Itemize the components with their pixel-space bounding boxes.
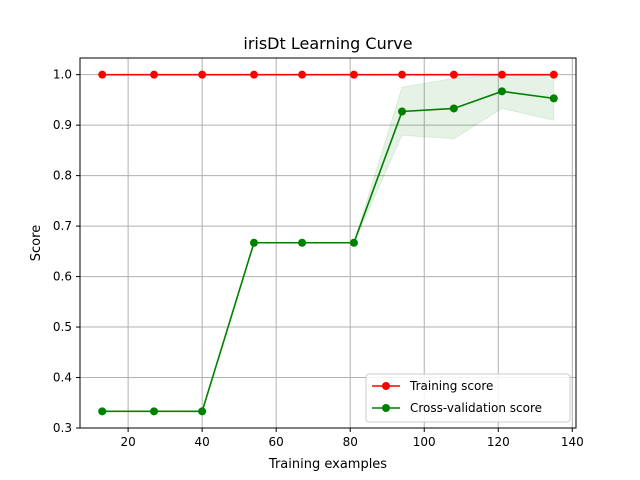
x-tick-label: 120 — [487, 435, 510, 449]
data-point — [298, 238, 307, 247]
y-tick-label: 0.7 — [53, 219, 72, 233]
data-point — [398, 70, 407, 79]
data-point — [198, 407, 207, 416]
data-point — [98, 70, 107, 79]
data-point — [549, 94, 558, 103]
y-tick-label: 0.9 — [53, 118, 72, 132]
legend-box — [365, 373, 571, 423]
y-tick-label: 0.5 — [53, 320, 72, 334]
y-tick-label: 1.0 — [53, 68, 72, 82]
legend-label: Cross-validation score — [410, 401, 542, 415]
y-tick-label: 0.6 — [53, 270, 72, 284]
legend: Training score Cross-validation score — [365, 373, 571, 423]
data-point — [349, 70, 358, 79]
data-point — [349, 238, 358, 247]
y-axis-label: Score — [29, 225, 44, 261]
y-tick-label: 0.3 — [53, 421, 72, 435]
chart-title: irisDt Learning Curve — [243, 34, 412, 53]
data-point — [449, 70, 458, 79]
data-point — [98, 407, 107, 416]
legend-marker — [382, 404, 390, 412]
data-point — [249, 238, 258, 247]
data-point — [497, 87, 506, 96]
plot-frame — [79, 57, 577, 429]
x-tick-label: 140 — [561, 435, 584, 449]
legend-label: Training score — [409, 379, 493, 393]
series-line — [102, 90, 554, 413]
series-lines — [98, 70, 558, 416]
y-tick-label: 0.8 — [53, 169, 72, 183]
data-point — [150, 407, 159, 416]
y-tick-label: 0.4 — [53, 371, 72, 385]
data-point — [198, 70, 207, 79]
x-tick-label: 40 — [195, 435, 210, 449]
x-tick-label: 80 — [343, 435, 358, 449]
axis-ticks: 20 40 60 80 100 120 140 0.3 0.4 0.5 0.6 0.7 0.8 0.9 1.… — [53, 68, 584, 449]
x-tick-label: 60 — [269, 435, 284, 449]
data-point — [449, 104, 458, 113]
data-point — [549, 70, 558, 79]
data-point — [497, 70, 506, 79]
data-point — [298, 70, 307, 79]
x-tick-label: 20 — [120, 435, 135, 449]
data-point — [150, 70, 159, 79]
x-tick-label: 100 — [413, 435, 436, 449]
data-point — [398, 107, 407, 116]
data-point — [249, 70, 258, 79]
legend-marker — [382, 382, 390, 390]
x-axis-label: Training examples — [268, 457, 387, 472]
